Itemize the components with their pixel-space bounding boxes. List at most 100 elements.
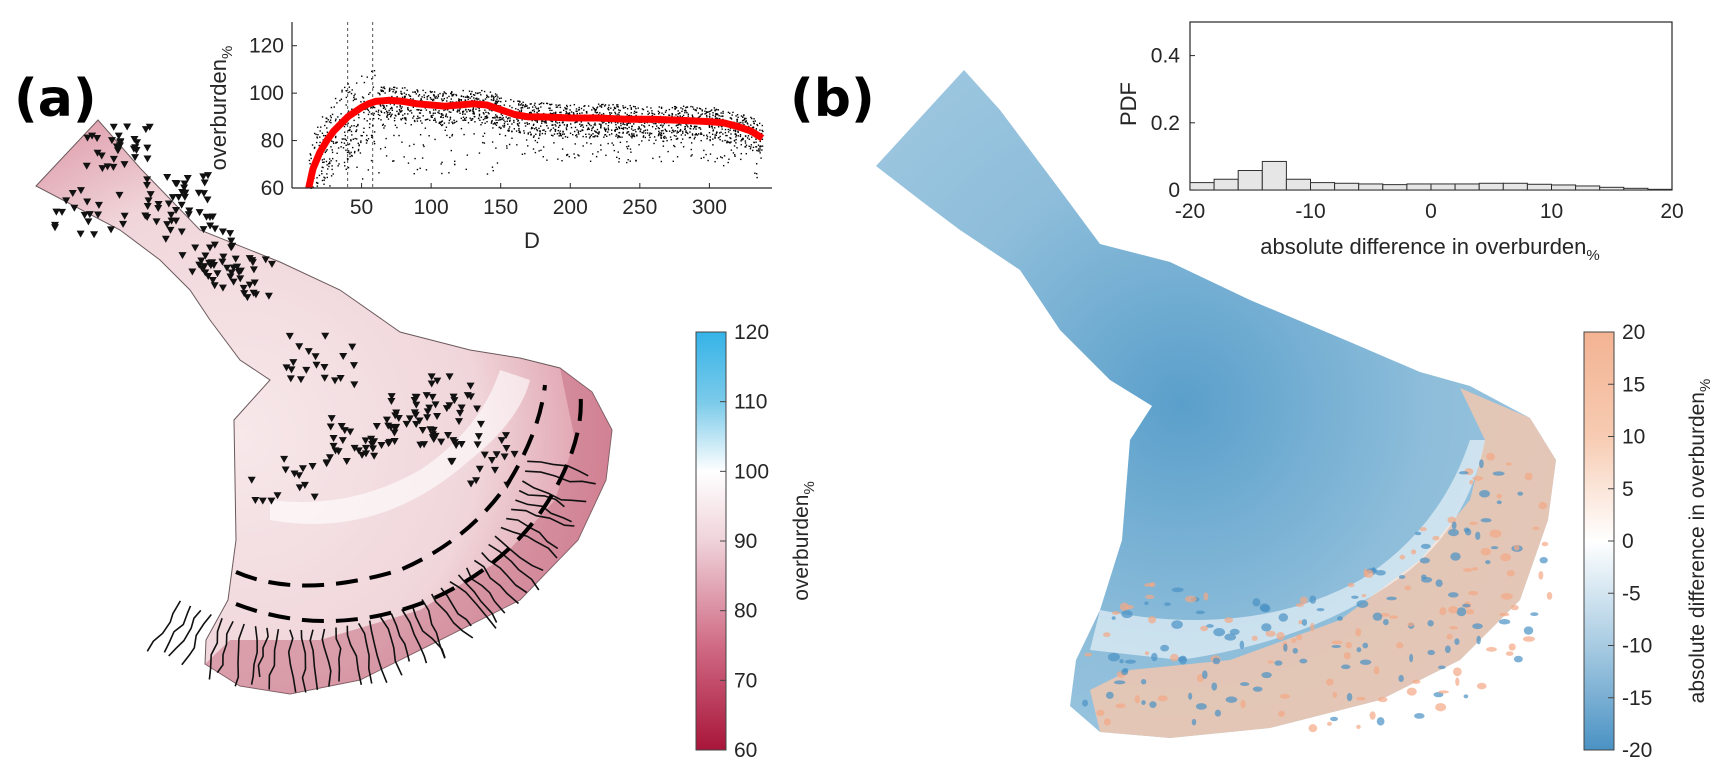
scatter-point	[585, 124, 588, 127]
scatter-point	[759, 146, 761, 148]
scatter-point	[338, 163, 340, 165]
scatter-point	[538, 103, 541, 105]
scatter-point	[385, 155, 388, 157]
scatter-point	[744, 146, 746, 148]
scatter-point	[500, 97, 502, 99]
scatter-point	[649, 133, 651, 135]
station-marker	[211, 225, 220, 233]
scatter-point	[326, 131, 329, 133]
scatter-point	[466, 111, 468, 113]
station-marker	[420, 441, 429, 449]
scatter-point	[371, 78, 373, 80]
scatter-point	[340, 98, 343, 100]
scatter-point	[513, 128, 516, 130]
scatter-point	[578, 130, 580, 132]
scatter-point	[484, 115, 487, 118]
scatter-point	[557, 158, 559, 160]
scatter-point	[413, 115, 415, 117]
scatter-point	[564, 135, 567, 138]
scatter-point	[451, 135, 453, 137]
scatter-point	[404, 122, 407, 125]
station-marker	[387, 393, 396, 401]
scatter-point	[496, 94, 498, 96]
scatter-point	[682, 114, 685, 117]
scatter-point	[451, 95, 453, 97]
scatter-point	[700, 139, 702, 142]
scatter-point	[517, 124, 519, 126]
station-marker	[227, 237, 236, 245]
scatter-point	[557, 129, 559, 132]
difference-speckle	[1157, 695, 1168, 702]
scatter-point	[440, 163, 442, 165]
station-marker	[431, 432, 440, 440]
difference-speckle	[1211, 682, 1218, 691]
scatter-point	[313, 146, 316, 149]
station-marker	[109, 163, 118, 171]
scatter-point	[518, 127, 520, 130]
scatter-point	[439, 121, 441, 123]
scatter-point	[595, 108, 597, 111]
scatter-point	[388, 90, 391, 92]
scatter-point	[718, 132, 721, 134]
scatter-point	[573, 130, 576, 133]
scatter-point	[532, 106, 534, 108]
scatter-y-tick-label: 60	[261, 177, 284, 200]
station-marker	[205, 244, 214, 252]
station-marker	[109, 123, 118, 131]
station-marker	[245, 255, 254, 263]
scatter-point	[642, 135, 645, 137]
scatter-point	[443, 97, 446, 100]
scatter-point	[691, 134, 694, 136]
scatter-point	[576, 129, 578, 131]
difference-speckle	[1144, 601, 1149, 606]
difference-speckle	[1433, 691, 1444, 698]
scatter-point	[712, 114, 714, 117]
scatter-point	[343, 142, 346, 144]
scatter-point	[430, 98, 432, 100]
scatter-point	[399, 111, 402, 113]
station-marker	[133, 139, 142, 147]
scatter-point	[580, 124, 583, 126]
scatter-point	[615, 135, 617, 137]
scatter-point	[417, 91, 419, 93]
difference-speckle	[1427, 649, 1435, 656]
scatter-point	[530, 103, 532, 105]
difference-speckle	[1295, 603, 1304, 608]
scatter-point	[629, 148, 632, 150]
scatter-point	[426, 95, 429, 98]
histogram-y-ticks: 00.20.4	[1151, 45, 1195, 202]
scatter-point	[464, 119, 467, 121]
scatter-point	[334, 136, 337, 139]
scatter-point	[555, 125, 557, 127]
scatter-point	[334, 120, 337, 122]
scatter-point	[660, 132, 663, 135]
scatter-point	[357, 150, 360, 152]
scatter-point	[537, 108, 539, 110]
scatter-point	[666, 130, 668, 132]
scatter-point	[674, 107, 677, 110]
drainage-channel	[357, 622, 373, 684]
scatter-point	[647, 110, 649, 113]
scatter-point	[444, 129, 446, 132]
station-marker	[384, 422, 393, 430]
scatter-point	[426, 98, 428, 100]
scatter-point	[518, 131, 520, 133]
scatter-point	[752, 149, 754, 152]
scatter-point	[633, 123, 635, 125]
scatter-point	[712, 112, 714, 114]
scatter-point	[599, 144, 602, 146]
scatter-point	[478, 152, 481, 154]
scatter-point	[437, 94, 439, 96]
scatter-point	[365, 142, 368, 144]
scatter-point	[583, 109, 585, 111]
difference-speckle	[1421, 574, 1427, 580]
scatter-x-tick-label: 150	[483, 196, 518, 219]
histogram-bar	[1358, 183, 1384, 191]
station-marker	[209, 262, 218, 270]
station-marker	[227, 269, 236, 277]
scatter-point	[531, 109, 534, 112]
difference-speckle	[1448, 606, 1458, 614]
scatter-point	[664, 128, 666, 131]
scatter-point	[686, 131, 688, 134]
scatter-point	[660, 124, 662, 126]
